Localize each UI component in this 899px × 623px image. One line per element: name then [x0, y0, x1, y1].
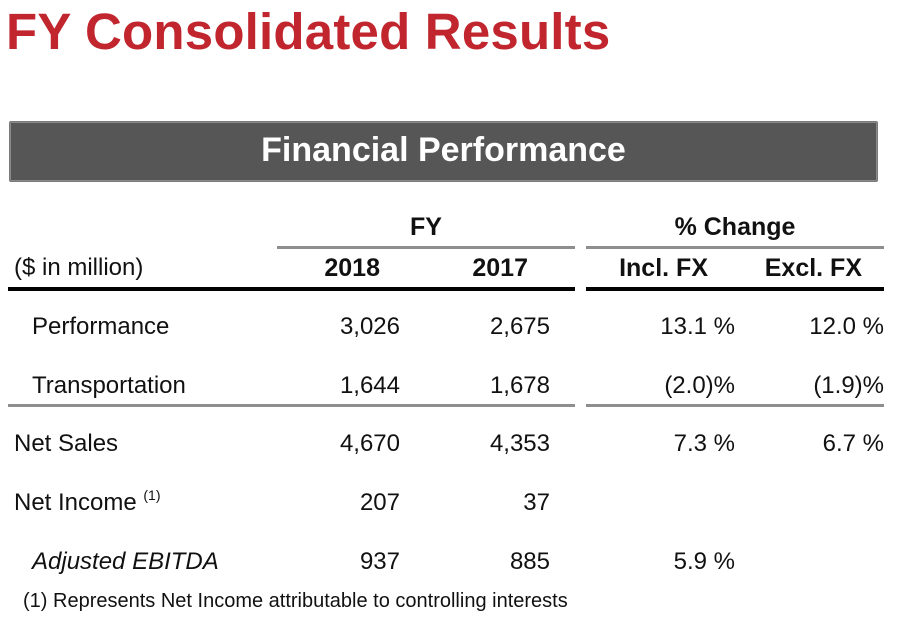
cell-net-sales-excl-fx: 6.7 %: [822, 430, 884, 457]
column-header-incl-fx: Incl. FX: [619, 254, 708, 282]
row-label-net-income-text: Net Income: [14, 489, 137, 516]
page-title: FY Consolidated Results: [6, 3, 611, 60]
cell-transportation-incl-fx: (2.0)%: [664, 372, 735, 399]
cell-adjusted-ebitda-2018: 937: [359, 548, 400, 575]
group-rule-fy: [277, 246, 575, 249]
column-header-2017: 2017: [472, 254, 528, 282]
header-rule-right: [586, 287, 884, 291]
section-banner-title: Financial Performance: [261, 131, 626, 169]
cell-transportation-2017: 1,678: [489, 372, 550, 399]
cell-adjusted-ebitda-incl-fx: 5.9 %: [673, 548, 735, 575]
row-label-net-income: Net Income (1): [14, 487, 161, 517]
cell-net-sales-2017: 4,353: [489, 430, 550, 457]
row-label-adjusted-ebitda: Adjusted EBITDA: [32, 548, 219, 575]
cell-transportation-2018: 1,644: [339, 372, 400, 399]
cell-performance-excl-fx: 12.0 %: [809, 313, 884, 340]
cell-net-sales-2018: 4,670: [339, 430, 400, 457]
column-header-excl-fx: Excl. FX: [764, 254, 862, 282]
cell-performance-2018: 3,026: [339, 313, 400, 340]
row-label-transportation: Transportation: [32, 372, 186, 399]
group-rule-pct-change: [586, 246, 884, 249]
header-rule-left: [8, 287, 575, 291]
cell-net-sales-incl-fx: 7.3 %: [673, 430, 735, 457]
group-header-fy: FY: [410, 213, 442, 241]
group-header-pct-change: % Change: [674, 213, 796, 241]
cell-adjusted-ebitda-2017: 885: [509, 548, 550, 575]
cell-net-income-2017: 37: [523, 489, 550, 516]
cell-net-income-2018: 207: [359, 489, 400, 516]
column-header-2018: 2018: [324, 254, 380, 282]
row-label-performance: Performance: [32, 313, 170, 340]
cell-transportation-excl-fx: (1.9)%: [813, 372, 884, 399]
footnote: (1) Represents Net Income attributable t…: [23, 590, 568, 612]
unit-label: ($ in million): [14, 254, 144, 281]
section-banner: [9, 121, 878, 182]
footnote-marker: (1): [143, 487, 161, 503]
subtotal-rule-left: [8, 404, 575, 407]
cell-performance-incl-fx: 13.1 %: [660, 313, 735, 340]
cell-performance-2017: 2,675: [489, 313, 550, 340]
subtotal-rule-right: [586, 404, 884, 407]
row-label-net-sales: Net Sales: [14, 430, 119, 457]
